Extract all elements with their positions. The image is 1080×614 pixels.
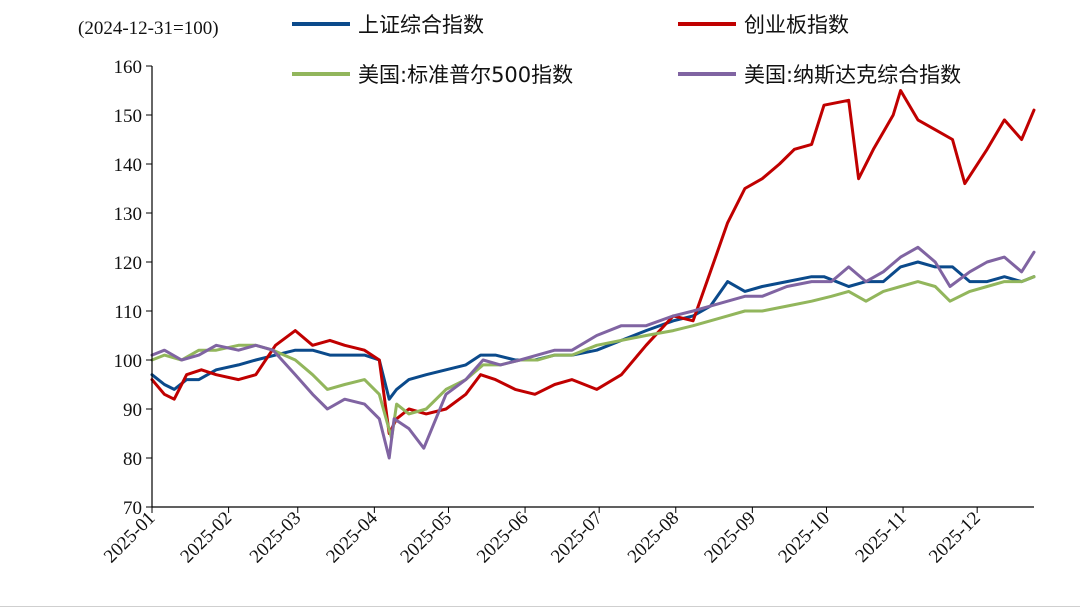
y-tick-label: 80 <box>123 449 142 470</box>
legend-label: 创业板指数 <box>744 13 849 37</box>
y-tick-label: 160 <box>114 57 143 78</box>
bottom-divider <box>0 606 1080 607</box>
x-tick-label: 2025-10 <box>774 508 834 568</box>
x-tick-label: 2025-07 <box>547 508 607 568</box>
series-line-1 <box>150 89 1036 435</box>
y-tick-label: 150 <box>114 106 143 127</box>
y-tick-label: 70 <box>123 498 142 519</box>
x-tick-label: 2025-03 <box>246 508 306 568</box>
x-tick-label: 2025-04 <box>322 507 382 567</box>
x-tick-label: 2025-08 <box>624 508 684 568</box>
x-tick-label: 2025-12 <box>925 508 985 568</box>
legend-label: 上证综合指数 <box>358 13 484 37</box>
x-tick-label: 2025-09 <box>700 508 760 568</box>
y-tick-label: 110 <box>114 302 142 323</box>
plot-lines <box>150 89 1036 460</box>
series-line-3 <box>150 245 1036 460</box>
y-tick-label: 120 <box>114 253 143 274</box>
legend-label: 美国:纳斯达克综合指数 <box>744 63 961 87</box>
unit-note: (2024-12-31=100) <box>78 18 219 39</box>
x-tick-label: 2025-06 <box>473 508 533 568</box>
legend-label: 美国:标准普尔500指数 <box>358 63 573 87</box>
x-tick-label: 2025-02 <box>176 508 236 568</box>
axes <box>151 66 1034 508</box>
y-tick-label: 140 <box>114 155 143 176</box>
series-line-0 <box>150 260 1036 401</box>
y-tick-label: 90 <box>123 400 142 421</box>
x-ticks: 2025-01 2025-02 2025-03 2025-04 2025-05 2025-… <box>100 507 985 567</box>
x-tick-label: 2025-05 <box>396 508 456 568</box>
y-ticks: 70 80 90 100 110 120 130 140 150 160 <box>114 57 152 519</box>
x-tick-label: 2025-11 <box>851 508 910 567</box>
series-line-2 <box>150 275 1036 440</box>
y-tick-label: 130 <box>114 204 143 225</box>
y-tick-label: 100 <box>114 351 143 372</box>
